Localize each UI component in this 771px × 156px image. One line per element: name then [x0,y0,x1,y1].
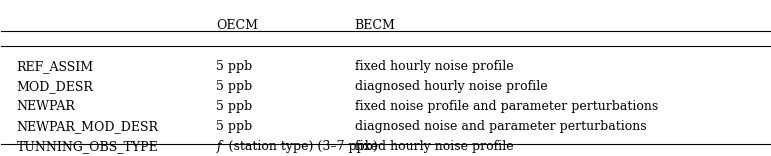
Text: diagnosed noise and parameter perturbations: diagnosed noise and parameter perturbati… [355,120,646,133]
Text: BECM: BECM [355,19,396,32]
Text: REF_ASSIM: REF_ASSIM [17,60,94,73]
Text: 5 ppb: 5 ppb [217,100,253,113]
Text: fixed noise profile and parameter perturbations: fixed noise profile and parameter pertur… [355,100,658,113]
Text: TUNNING_OBS_TYPE: TUNNING_OBS_TYPE [17,140,159,153]
Text: (station type) (3–7 ppb): (station type) (3–7 ppb) [226,140,378,153]
Text: NEWPAR_MOD_DESR: NEWPAR_MOD_DESR [17,120,159,133]
Text: fixed hourly noise profile: fixed hourly noise profile [355,140,513,153]
Text: f: f [217,140,221,153]
Text: MOD_DESR: MOD_DESR [17,80,93,93]
Text: NEWPAR: NEWPAR [17,100,76,113]
Text: diagnosed hourly noise profile: diagnosed hourly noise profile [355,80,547,93]
Text: 5 ppb: 5 ppb [217,60,253,73]
Text: 5 ppb: 5 ppb [217,80,253,93]
Text: 5 ppb: 5 ppb [217,120,253,133]
Text: OECM: OECM [217,19,258,32]
Text: fixed hourly noise profile: fixed hourly noise profile [355,60,513,73]
